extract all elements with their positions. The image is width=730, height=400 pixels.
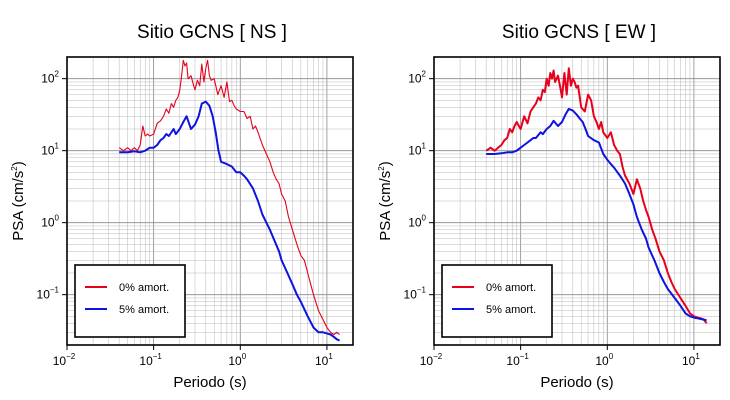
x-tick-label: 10−1 xyxy=(506,352,529,368)
x-tick-label: 101 xyxy=(315,352,333,368)
x-tick-label: 10−2 xyxy=(420,352,443,368)
y-tick-label: 101 xyxy=(408,142,426,158)
x-axis-label: Periodo (s) xyxy=(540,374,613,391)
y-axis-label: PSA (cm/s2) xyxy=(377,161,394,240)
legend-label: 5% amort. xyxy=(119,304,169,316)
x-tick-label: 100 xyxy=(595,352,613,368)
chart-title: Sitio GCNS [ EW ] xyxy=(502,22,656,43)
legend-box xyxy=(74,264,186,338)
y-axis-label: PSA (cm/s2) xyxy=(10,161,27,240)
x-axis-label: Periodo (s) xyxy=(173,374,246,391)
y-tick-label: 102 xyxy=(41,70,59,86)
y-tick-label: 102 xyxy=(408,70,426,86)
series-line-damped xyxy=(119,100,341,342)
y-tick-label: 100 xyxy=(408,214,426,230)
panel-ns: Sitio GCNS [ NS ] 10−2 10−1 100 101 10−1 100 10… xyxy=(10,22,354,391)
series-line-damped xyxy=(486,107,707,322)
x-tick-label: 101 xyxy=(682,352,700,368)
y-tick-label: 10−1 xyxy=(404,286,427,302)
series-line-undamped xyxy=(118,59,340,336)
legend: 0% amort. 5% amort. xyxy=(441,264,553,338)
series-line-undamped xyxy=(485,67,708,324)
plot-frame xyxy=(66,56,354,346)
y-tick-label: 100 xyxy=(41,214,59,230)
plot-frame xyxy=(433,56,721,346)
x-tick-label: 10−2 xyxy=(53,352,76,368)
x-tick-label: 100 xyxy=(228,352,246,368)
x-tick-label: 10−1 xyxy=(139,352,162,368)
legend-label: 5% amort. xyxy=(486,304,536,316)
legend: 0% amort. 5% amort. xyxy=(74,264,186,338)
y-tick-label: 101 xyxy=(41,142,59,158)
legend-box xyxy=(441,264,553,338)
legend-label: 0% amort. xyxy=(119,282,169,294)
legend-label: 0% amort. xyxy=(486,282,536,294)
panel-ew: Sitio GCNS [ EW ] 10−2 10−1 100 101 10−1 100 10… xyxy=(377,22,721,391)
y-tick-label: 10−1 xyxy=(37,286,60,302)
chart-title: Sitio GCNS [ NS ] xyxy=(137,22,287,43)
